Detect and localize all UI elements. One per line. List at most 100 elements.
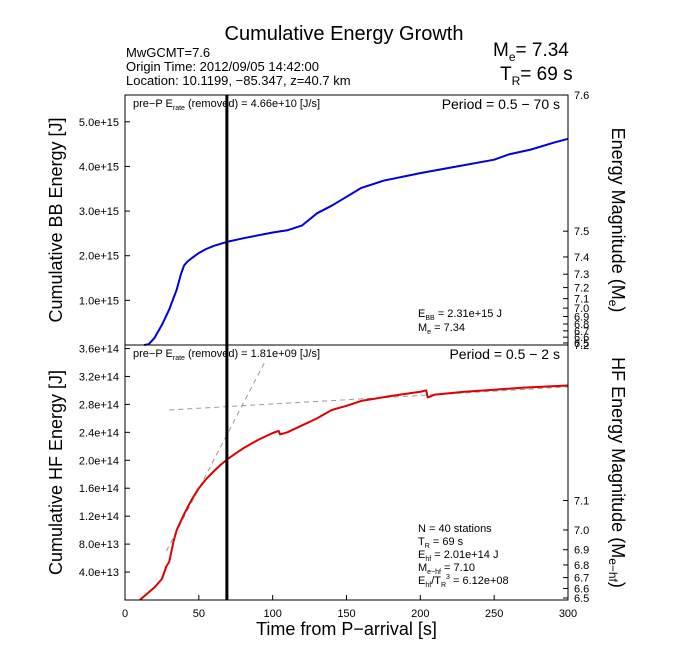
hf-stat-line-part-2: = 2.01e+14 J bbox=[431, 549, 498, 561]
me-annotation-part-0: M bbox=[418, 322, 427, 334]
tr-summary: TR= 69 s bbox=[500, 64, 573, 88]
info-origin-time: Origin Time: 2012/09/05 14:42:00 bbox=[126, 59, 319, 74]
top-prep-note: pre−P Erate (removed) = 4.66e+10 [J/s] bbox=[133, 98, 320, 112]
bottom-right-tick-label: 6.9 bbox=[574, 545, 589, 557]
bottom-ytick-label: 4.0e+13 bbox=[79, 567, 119, 579]
top-right-tick-label: 7.4 bbox=[574, 252, 589, 264]
hf-stat-line: Ehf = 2.01e+14 J bbox=[418, 549, 498, 563]
bottom-right-axis-label: HF Energy Magnitude (Me−hf) bbox=[606, 357, 628, 588]
bottom-right-axis-label-part-0: HF Energy Magnitude (M bbox=[608, 357, 628, 558]
bottom-ytick-label: 1.6e+14 bbox=[79, 483, 119, 495]
top-right-tick-label: 7.0 bbox=[574, 303, 589, 315]
chart-title: Cumulative Energy Growth bbox=[225, 23, 464, 45]
me-summary-value: = 7.34 bbox=[516, 40, 570, 61]
hf-stat-line-part-3: R bbox=[441, 582, 446, 589]
tr-summary-label: T bbox=[500, 64, 512, 85]
top-right-tick-label: 6.5 bbox=[574, 338, 589, 350]
hf-stat-line-part-0: E bbox=[418, 549, 425, 561]
hf-stat-line-part-1: hf bbox=[425, 556, 431, 563]
top-prep-note-part-0: pre−P E bbox=[133, 98, 173, 110]
bottom-ytick-label: 3.6e+14 bbox=[79, 343, 119, 355]
bottom-prep-note-part-0: pre−P E bbox=[133, 348, 173, 360]
top-right-axis-label: Energy Magnitude (Me) bbox=[606, 128, 628, 313]
top-right-axis-label-part-0: Energy Magnitude (M bbox=[608, 128, 628, 300]
top-ytick-label: 3.0e+15 bbox=[79, 206, 119, 218]
bottom-xtick-label: 50 bbox=[193, 608, 205, 620]
bottom-period-label: Period = 0.5 − 2 s bbox=[449, 346, 560, 362]
top-ytick-label: 2.0e+15 bbox=[79, 251, 119, 263]
bottom-ytick-label: 2.8e+14 bbox=[79, 399, 119, 411]
bottom-ytick-label: 3.2e+14 bbox=[79, 371, 119, 383]
bottom-xtick-label: 0 bbox=[122, 608, 128, 620]
top-right-axis-label-part-2: ) bbox=[608, 306, 628, 312]
me-summary-label: M bbox=[493, 40, 509, 61]
bottom-xtick-label: 200 bbox=[411, 608, 429, 620]
info-magnitude: MwGCMT=7.6 bbox=[126, 45, 210, 60]
ebb-annotation: EBB = 2.31e+15 J bbox=[418, 308, 502, 322]
ebb-annotation-part-2: = 2.31e+15 J bbox=[435, 308, 502, 320]
tr-summary-sub: R bbox=[512, 74, 521, 88]
bottom-right-axis-label-part-2: ) bbox=[608, 582, 628, 588]
top-y-axis-label: Cumulative BB Energy [J] bbox=[46, 117, 66, 322]
hf-stat-line: N = 40 stations bbox=[418, 523, 492, 535]
bottom-right-tick-label: 7.2 bbox=[574, 340, 589, 352]
hf-stat-line-part-1: e−hf bbox=[427, 569, 441, 576]
bottom-y-axis-label: Cumulative HF Energy [J] bbox=[46, 370, 66, 575]
hf-stat-line-part-0: M bbox=[418, 562, 427, 574]
top-right-axis-label-part-1: e bbox=[606, 300, 620, 307]
bottom-frame bbox=[124, 344, 569, 601]
me-summary-sub: e bbox=[509, 50, 516, 64]
hf-stat-line-part-4: 3 bbox=[446, 574, 450, 581]
top-right-tick-label: 6.9 bbox=[574, 312, 589, 324]
hf-stat-line-part-2: = 69 s bbox=[430, 536, 464, 548]
bottom-xtick-label: 100 bbox=[263, 608, 281, 620]
top-ytick-label: 1.0e+15 bbox=[79, 295, 119, 307]
top-prep-note-part-1: rate bbox=[173, 105, 185, 112]
bottom-ytick-label: 2.0e+14 bbox=[79, 455, 119, 467]
bottom-xtick-label: 150 bbox=[337, 608, 355, 620]
me-annotation: Me = 7.34 bbox=[418, 322, 465, 336]
bottom-right-tick-label: 6.8 bbox=[574, 560, 589, 572]
me-summary: Me= 7.34 bbox=[493, 40, 569, 64]
hf-stat-line: Ehf/TR3 = 6.12e+08 bbox=[418, 574, 509, 589]
hf-stat-line-part-1: hf bbox=[425, 582, 431, 589]
bottom-fit-line bbox=[169, 386, 569, 411]
bottom-ytick-label: 2.4e+14 bbox=[79, 427, 119, 439]
hf-stat-line-part-0: N = 40 stations bbox=[418, 523, 492, 535]
hf-stat-line-part-2: = 7.10 bbox=[441, 562, 475, 574]
top-right-tick-label: 7.3 bbox=[574, 269, 589, 281]
bottom-xtick-label: 250 bbox=[485, 608, 503, 620]
bottom-right-tick-label: 6.5 bbox=[574, 593, 589, 605]
top-prep-note-part-2: (removed) = 4.66e+10 [J/s] bbox=[185, 98, 320, 110]
top-ytick-label: 5.0e+15 bbox=[79, 117, 119, 129]
top-energy-curve bbox=[144, 137, 569, 346]
me-annotation-part-2: = 7.34 bbox=[431, 322, 465, 334]
top-period-label: Period = 0.5 − 70 s bbox=[442, 96, 560, 112]
bottom-right-axis-label-part-1: e−hf bbox=[606, 558, 620, 582]
top-right-tick-label: 7.6 bbox=[574, 90, 589, 102]
bottom-right-tick-label: 6.7 bbox=[574, 573, 589, 585]
top-right-tick-label: 6.6 bbox=[574, 332, 589, 344]
top-ytick-label: 4.0e+15 bbox=[79, 161, 119, 173]
bottom-prep-note: pre−P Erate (removed) = 1.81e+09 [J/s] bbox=[133, 348, 320, 362]
me-annotation-part-1: e bbox=[427, 329, 431, 336]
bottom-panel: 4.0e+13 8.0e+13 1.2e+14 1.6e+14 2.0e+14 2.4e+… bbox=[46, 340, 628, 639]
hf-stat-line-part-0: E bbox=[418, 575, 425, 587]
bottom-ytick-label: 8.0e+13 bbox=[79, 539, 119, 551]
top-right-tick-label: 6.8 bbox=[574, 319, 589, 331]
info-location: Location: 10.1199, −85.347, z=40.7 km bbox=[126, 73, 351, 88]
top-right-tick-label: 6.7 bbox=[574, 326, 589, 338]
top-panel: 1.0e+15 2.0e+15 3.0e+15 4.0e+15 5.0e+15 7.6 7.… bbox=[46, 90, 628, 350]
bottom-right-tick-label: 6.6 bbox=[574, 583, 589, 595]
bottom-xtick-label: 300 bbox=[559, 608, 577, 620]
hf-stat-line-part-5: = 6.12e+08 bbox=[450, 575, 509, 587]
top-right-tick-label: 7.1 bbox=[574, 294, 589, 306]
bottom-right-tick-label: 7.0 bbox=[574, 525, 589, 537]
bottom-right-tick-label: 7.1 bbox=[574, 496, 589, 508]
x-axis-label: Time from P−arrival [s] bbox=[256, 619, 437, 639]
hf-stat-line-part-2: /T bbox=[431, 575, 441, 587]
ebb-annotation-part-0: E bbox=[418, 308, 425, 320]
hf-stat-line-part-0: T bbox=[418, 536, 425, 548]
bottom-prep-note-part-1: rate bbox=[173, 355, 185, 362]
